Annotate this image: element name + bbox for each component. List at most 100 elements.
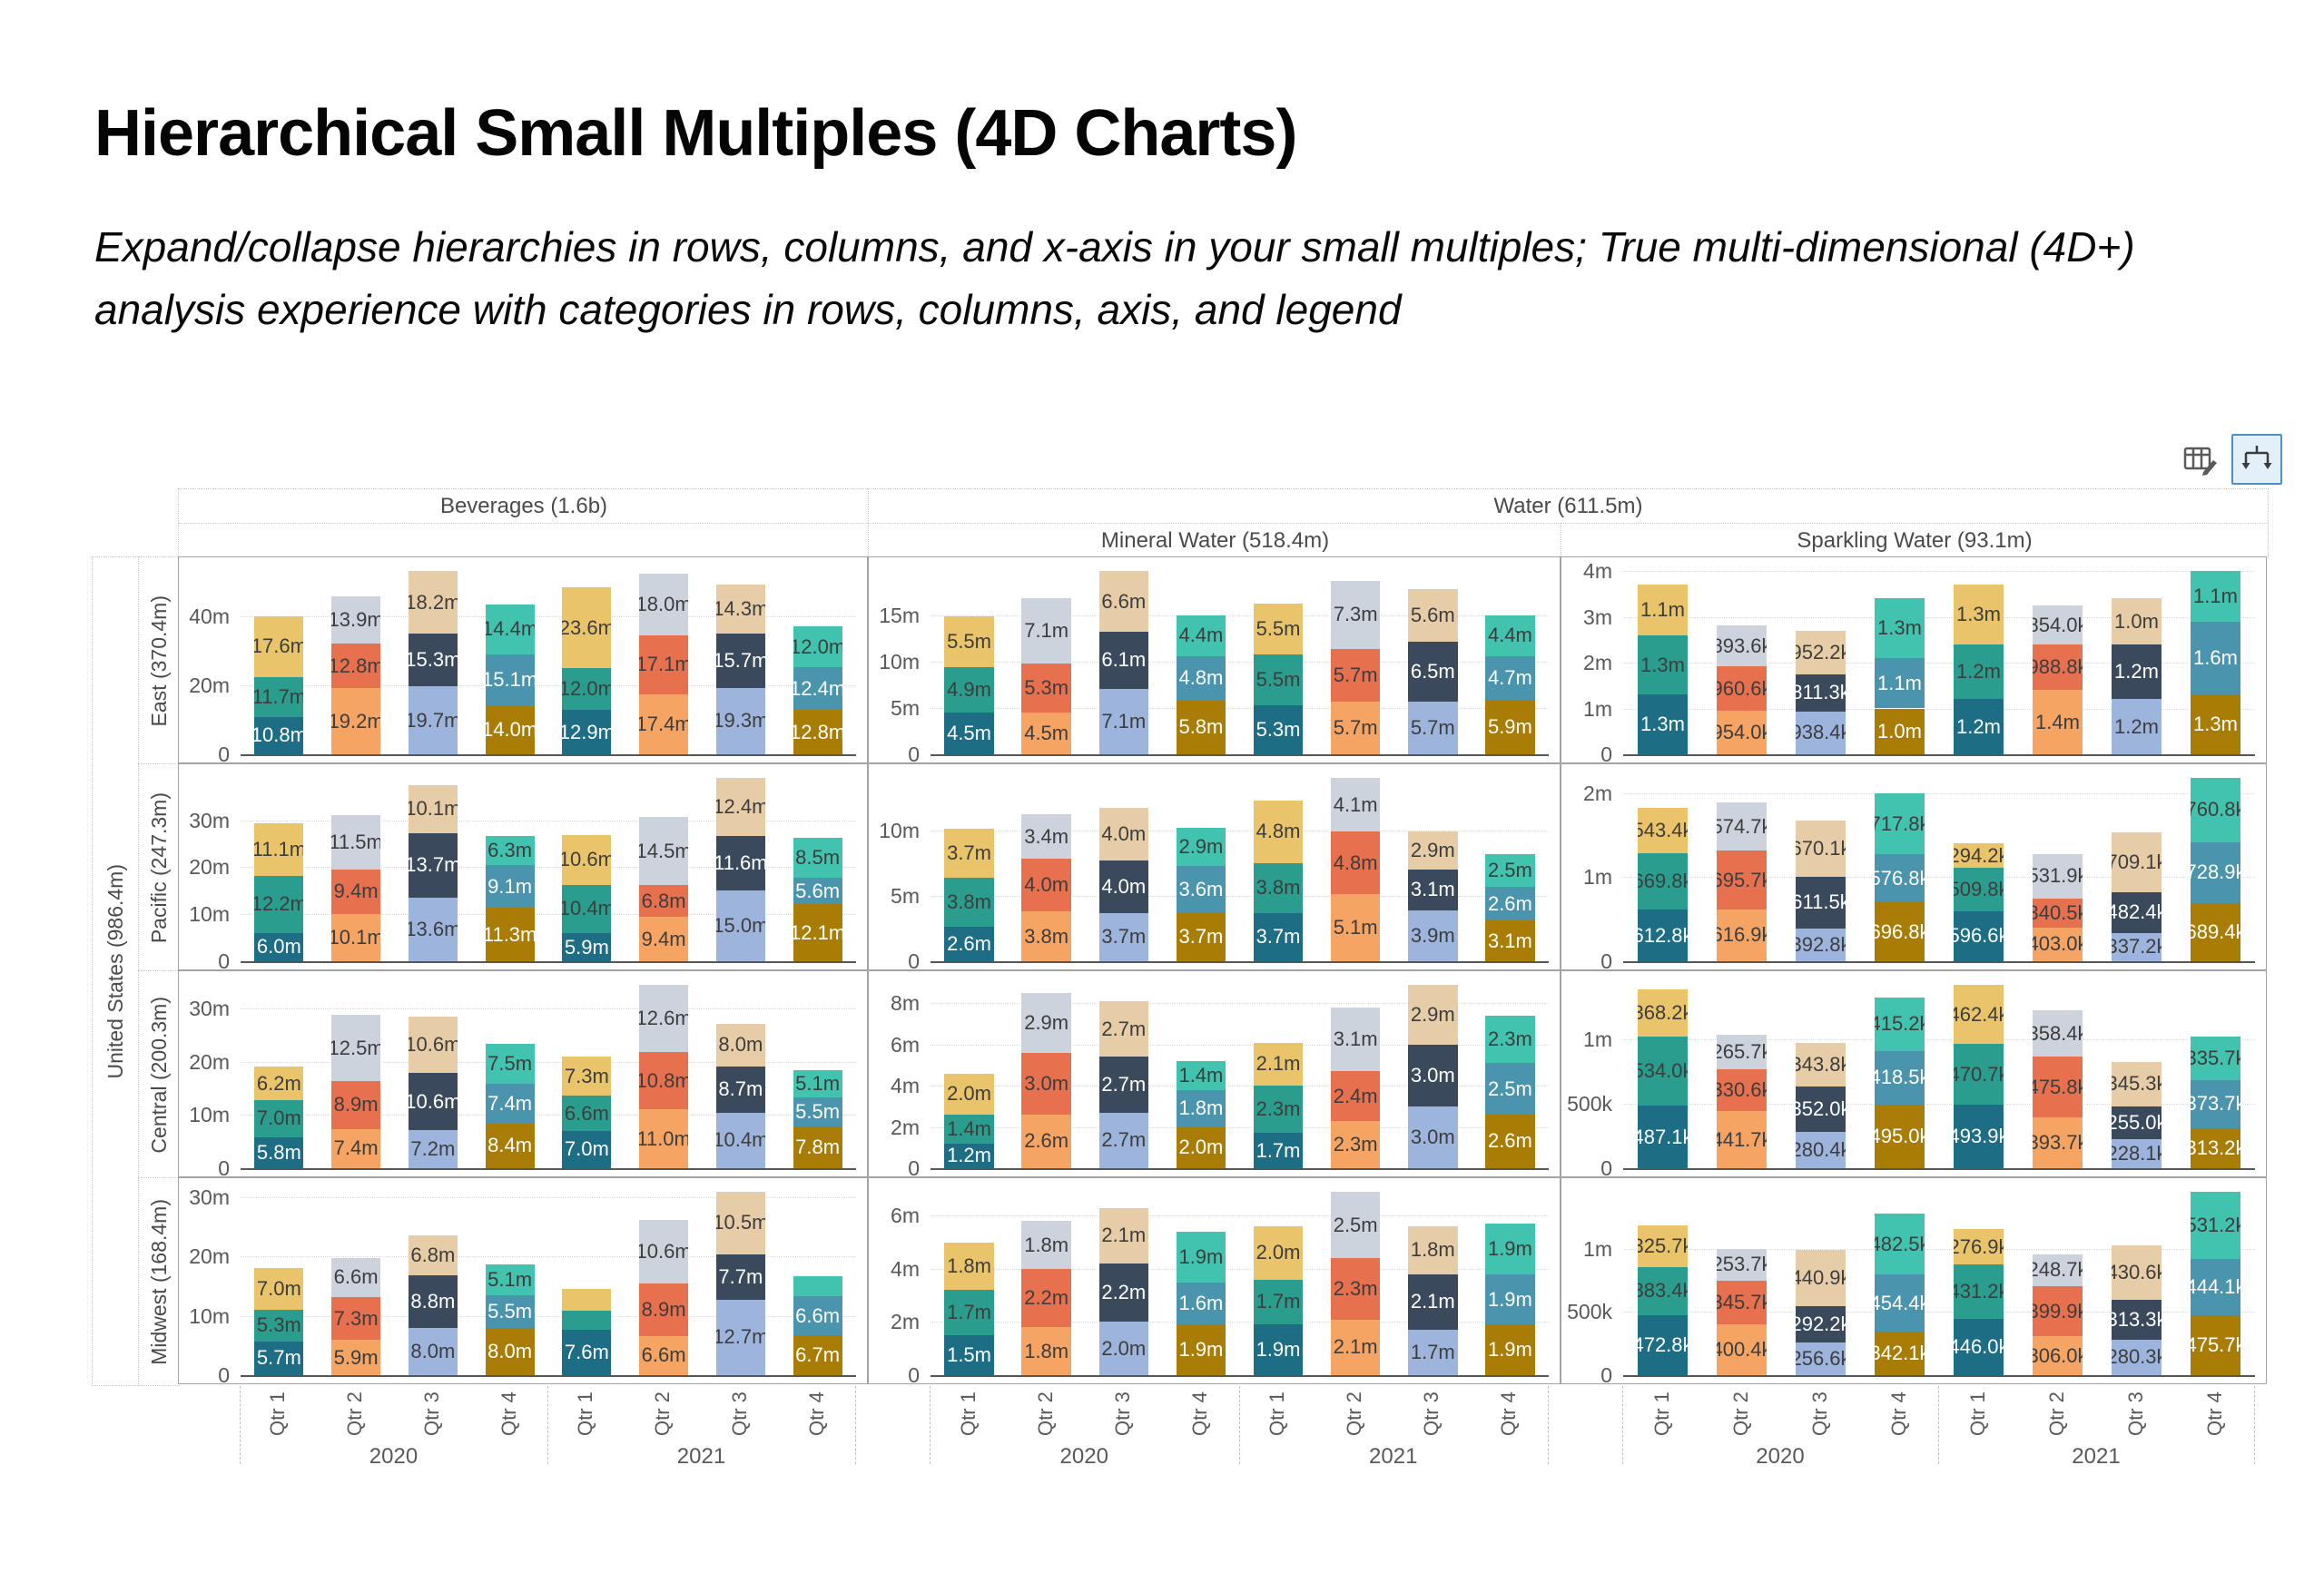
bar-segment[interactable]: 392.8k	[1795, 928, 1846, 961]
bar-segment[interactable]: 854.0k	[2032, 605, 2083, 645]
bar-segment[interactable]: 10.6m	[562, 834, 612, 885]
bar-segment[interactable]: 12.8m	[331, 644, 381, 689]
bar-segment[interactable]: 4.8m	[1176, 655, 1226, 701]
bar-segment[interactable]: 5.9m	[562, 933, 612, 961]
bar-segment[interactable]: 5.8m	[254, 1136, 304, 1168]
bar-segment[interactable]: 6.7m	[793, 1335, 842, 1375]
bar-segment[interactable]: 3.4m	[1021, 814, 1071, 860]
bar-segment[interactable]: 8.9m	[639, 1283, 689, 1336]
bar-segment[interactable]: 2.0m	[1253, 1226, 1304, 1280]
bar-segment[interactable]: 7.1m	[1098, 688, 1149, 754]
bar-segment[interactable]: 960.6k	[1716, 666, 1768, 711]
bar-segment[interactable]: 8.5m	[793, 838, 842, 879]
bar-segment[interactable]: 454.4k	[1874, 1274, 1925, 1332]
bar-segment[interactable]: 4.4m	[1176, 615, 1226, 656]
bar-segment[interactable]: 7.3m	[1330, 581, 1381, 649]
bar-segment[interactable]: 1.8m	[1021, 1221, 1071, 1269]
bar-segment[interactable]: 19.3m	[715, 687, 765, 754]
bar-segment[interactable]: 7.8m	[793, 1126, 842, 1168]
bar-segment[interactable]: 543.4k	[1637, 807, 1689, 854]
bar-segment[interactable]: 7.6m	[562, 1330, 612, 1375]
bar-segment[interactable]	[562, 1289, 612, 1312]
bar-segment[interactable]: 2.6m	[1021, 1114, 1071, 1168]
bar-segment[interactable]: 3.1m	[1408, 870, 1458, 910]
bar-segment[interactable]: 2.5m	[1485, 1063, 1535, 1115]
bar-segment[interactable]: 400.4k	[1716, 1324, 1768, 1375]
bar-segment[interactable]: 3.0m	[1021, 1052, 1071, 1115]
bar-segment[interactable]: 1.7m	[1253, 1133, 1304, 1168]
bar-segment[interactable]: 325.7k	[1637, 1225, 1689, 1267]
bar-segment[interactable]: 1.9m	[1253, 1324, 1304, 1375]
bar-segment[interactable]: 11.0m	[639, 1109, 689, 1168]
bar-segment[interactable]: 2.7m	[1098, 1057, 1149, 1113]
bar-segment[interactable]: 1.1m	[2190, 571, 2241, 622]
bar-segment[interactable]: 12.4m	[715, 778, 765, 837]
bar-segment[interactable]: 265.7k	[1716, 1035, 1768, 1069]
bar-segment[interactable]: 670.1k	[1795, 820, 1846, 877]
bar-segment[interactable]: 2.1m	[1098, 1207, 1149, 1264]
bar-segment[interactable]: 1.2m	[1953, 699, 2004, 754]
bar-segment[interactable]: 952.2k	[1795, 630, 1846, 674]
bar-segment[interactable]: 2.3m	[1253, 1086, 1304, 1134]
bar-segment[interactable]: 4.4m	[1485, 615, 1535, 656]
edit-data-button[interactable]	[2177, 439, 2224, 485]
bar-segment[interactable]: 10.1m	[408, 785, 458, 833]
bar-segment[interactable]: 1.4m	[2032, 690, 2083, 754]
bar-segment[interactable]: 954.0k	[1716, 710, 1768, 754]
bar-segment[interactable]: 6.3m	[485, 835, 535, 866]
bar-segment[interactable]: 1.9m	[1485, 1224, 1535, 1274]
bar-segment[interactable]: 7.3m	[562, 1057, 612, 1096]
bar-segment[interactable]: 4.7m	[1485, 655, 1535, 700]
bar-segment[interactable]: 11.7m	[254, 676, 304, 717]
bar-segment[interactable]: 4.5m	[944, 713, 994, 754]
bar-segment[interactable]: 7.3m	[331, 1296, 381, 1341]
bar-segment[interactable]: 531.2k	[2190, 1192, 2241, 1259]
bar-segment[interactable]: 7.0m	[254, 1099, 304, 1137]
bar-segment[interactable]: 10.6m	[408, 1073, 458, 1130]
bar-segment[interactable]: 6.5m	[1408, 641, 1458, 702]
bar-segment[interactable]: 2.2m	[1098, 1264, 1149, 1323]
bar-segment[interactable]: 1.0m	[1874, 708, 1925, 754]
bar-segment[interactable]: 2.9m	[1021, 993, 1071, 1053]
bar-segment[interactable]: 12.8m	[793, 710, 842, 754]
bar-segment[interactable]: 5.6m	[793, 878, 842, 905]
bar-segment[interactable]: 430.6k	[2111, 1245, 2162, 1301]
bar-segment[interactable]: 7.0m	[254, 1268, 304, 1311]
bar-segment[interactable]: 11.1m	[254, 823, 304, 876]
bar-segment[interactable]: 14.4m	[485, 604, 535, 654]
bar-segment[interactable]: 1.2m	[2111, 644, 2162, 700]
hierarchy-drilldown-button[interactable]	[2231, 434, 2282, 485]
bar-segment[interactable]: 4.0m	[1098, 808, 1149, 860]
bar-segment[interactable]: 5.7m	[254, 1341, 304, 1375]
bar-segment[interactable]: 10.6m	[408, 1017, 458, 1074]
bar-segment[interactable]: 335.7k	[2190, 1037, 2241, 1080]
bar-segment[interactable]: 482.4k	[2111, 892, 2162, 933]
bar-segment[interactable]: 611.5k	[1795, 876, 1846, 929]
bar-segment[interactable]: 2.3m	[1330, 1258, 1381, 1320]
bar-segment[interactable]: 10.4m	[715, 1112, 765, 1168]
bar-segment[interactable]: 256.6k	[1795, 1342, 1846, 1375]
bar-segment[interactable]: 12.0m	[793, 625, 842, 668]
bar-segment[interactable]: 3.7m	[1098, 912, 1149, 961]
row-header-east[interactable]: East (370.4m)	[138, 556, 180, 765]
bar-segment[interactable]: 2.6m	[944, 927, 994, 961]
bar-segment[interactable]: 12.7m	[715, 1299, 765, 1375]
bar-segment[interactable]: 11.3m	[485, 908, 535, 961]
bar-segment[interactable]: 294.2k	[1953, 843, 2004, 869]
bar-segment[interactable]: 2.9m	[1408, 831, 1458, 870]
bar-segment[interactable]: 760.8k	[2190, 778, 2241, 842]
bar-segment[interactable]: 709.1k	[2111, 832, 2162, 892]
bar-segment[interactable]: 1.4m	[1176, 1060, 1226, 1090]
bar-segment[interactable]: 5.5m	[1253, 654, 1304, 705]
bar-segment[interactable]: 811.3k	[1795, 674, 1846, 712]
bar-segment[interactable]: 1.9m	[1485, 1324, 1535, 1375]
bar-segment[interactable]: 343.8k	[1795, 1042, 1846, 1087]
bar-segment[interactable]: 5.8m	[1176, 700, 1226, 754]
bar-segment[interactable]: 6.0m	[254, 932, 304, 961]
bar-segment[interactable]: 5.3m	[1253, 704, 1304, 754]
bar-segment[interactable]: 717.8k	[1874, 793, 1925, 854]
bar-segment[interactable]: 1.7m	[1253, 1279, 1304, 1325]
bar-segment[interactable]: 462.4k	[1953, 985, 2004, 1045]
bar-segment[interactable]: 6.8m	[408, 1234, 458, 1276]
bar-segment[interactable]: 3.0m	[1408, 1106, 1458, 1168]
